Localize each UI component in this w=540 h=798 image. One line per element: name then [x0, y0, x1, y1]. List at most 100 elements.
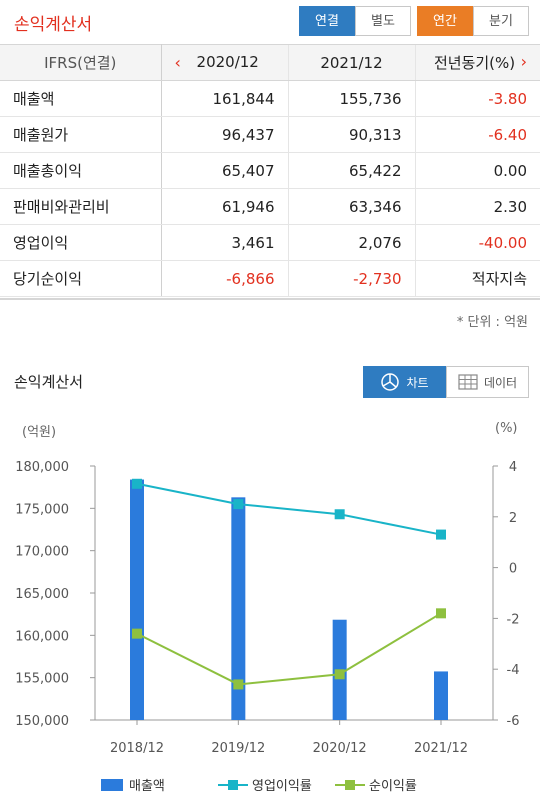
x-axis-tick-label: 2018/12 — [110, 741, 164, 756]
x-axis-tick-label: 2021/12 — [414, 741, 468, 756]
pie-chart-icon — [381, 373, 400, 391]
cell-2021: 2,076 — [287, 224, 415, 261]
basis-label: IFRS(연결) — [0, 44, 162, 81]
cell-2020: 96,437 — [160, 116, 288, 153]
right-axis-tick-label: 0 — [509, 562, 517, 577]
table-header-row: IFRS(연결) ‹ 2020/12 2021/12 전년동기(%) › — [0, 44, 540, 81]
left-axis-tick-label: 175,000 — [15, 502, 69, 517]
cell-yoy: 2.30 — [414, 188, 540, 225]
table-row: 매출액 161,844 155,736 -3.80 — [0, 80, 540, 117]
left-axis-tick-label: 170,000 — [15, 545, 69, 560]
income-chart: 150,000 155,000 160,000 165,000 170,000 175,0… — [15, 460, 520, 756]
column-2020-yoy: 전년동기(%) › — [414, 44, 540, 81]
left-axis-tick-label: 180,000 — [15, 460, 69, 475]
table-bottom-divider — [0, 298, 540, 300]
view-toggle: 차트 데이터 — [363, 366, 529, 398]
x-axis-tick-label: 2019/12 — [211, 741, 265, 756]
cell-2020: -6,866 — [160, 260, 288, 297]
tab-chart[interactable]: 차트 — [363, 366, 446, 398]
cell-2020: 3,461 — [160, 224, 288, 261]
point-net-margin[interactable] — [334, 669, 345, 680]
column-header-yoy: 전년동기(%) — [433, 54, 516, 72]
table-row: 매출총이익 65,407 65,422 0.00 — [0, 152, 540, 189]
legend-label-revenue: 매출액 — [129, 779, 165, 794]
point-net-margin[interactable] — [436, 608, 446, 619]
table-row: 영업이익 3,461 2,076 -40.00 — [0, 224, 540, 261]
table-row: 매출원가 96,437 90,313 -6.40 — [0, 116, 540, 153]
bar-revenue[interactable] — [130, 479, 144, 720]
left-axis-tick-label: 155,000 — [15, 672, 69, 687]
right-axis-tick-label: -4 — [507, 663, 520, 678]
cell-yoy: 적자지속 — [414, 260, 540, 297]
cell-yoy: 0.00 — [414, 152, 540, 189]
page-title: 손익계산서 — [14, 15, 93, 35]
prev-period-arrow-icon[interactable]: ‹ — [174, 53, 181, 72]
unit-note: * 단위 : 억원 — [456, 315, 528, 330]
cell-2020: 65,407 — [160, 152, 288, 189]
consolidation-toggle: 연결 별도 — [299, 6, 411, 36]
right-axis-tick-label: -6 — [507, 714, 520, 729]
right-axis-tick-label: 4 — [509, 460, 517, 475]
next-period-arrow-icon[interactable]: › — [520, 52, 527, 71]
legend-swatch-bar — [101, 778, 123, 791]
cell-yoy: -40.00 — [414, 224, 540, 261]
tab-separate[interactable]: 별도 — [355, 6, 411, 36]
tab-consolidated[interactable]: 연결 — [299, 6, 355, 36]
point-net-margin[interactable] — [233, 679, 244, 690]
cell-2021: 90,313 — [287, 116, 415, 153]
tab-data-label: 데이터 — [483, 375, 518, 390]
table-grid-icon — [458, 374, 478, 390]
point-op-margin[interactable] — [233, 499, 244, 510]
line-net-margin — [136, 612, 442, 686]
x-axis-tick-label: 2020/12 — [313, 741, 367, 756]
legend-label-op-margin: 영업이익률 — [252, 779, 312, 794]
tab-quarterly[interactable]: 분기 — [473, 6, 529, 36]
left-axis-tick-label: 165,000 — [15, 587, 69, 602]
legend-item-net-margin: 순이익률 — [335, 775, 417, 794]
left-axis-unit: (억원) — [22, 425, 57, 440]
row-label: 판매비와관리비 — [0, 188, 162, 225]
tab-annual[interactable]: 연간 — [417, 6, 473, 36]
cell-yoy: -6.40 — [414, 116, 540, 153]
chart-section-title: 손익계산서 — [14, 373, 84, 391]
right-axis-tick-label: -2 — [507, 612, 520, 627]
column-2020: ‹ 2020/12 — [160, 44, 288, 81]
table-body: 매출액 161,844 155,736 -3.80 매출원가 96,437 90,313 -6… — [0, 80, 540, 297]
row-label: 영업이익 — [0, 224, 162, 261]
tab-chart-label: 차트 — [406, 375, 429, 390]
row-label: 매출원가 — [0, 116, 162, 153]
header-bar: 손익계산서 연결 별도 연간 분기 — [0, 0, 540, 44]
legend-item-op-margin: 영업이익률 — [218, 775, 312, 794]
cell-2021: 63,346 — [287, 188, 415, 225]
line-op-margin — [136, 482, 442, 536]
table-row: 판매비와관리비 61,946 63,346 2.30 — [0, 188, 540, 225]
legend-item-revenue: 매출액 — [101, 775, 165, 794]
column-header-2020: 2020/12 — [196, 53, 259, 71]
point-net-margin[interactable] — [132, 628, 142, 639]
table-row: 당기순이익 -6,866 -2,730 적자지속 — [0, 260, 540, 297]
cell-2021: 65,422 — [287, 152, 415, 189]
point-op-margin[interactable] — [132, 478, 142, 489]
cell-2021: -2,730 — [287, 260, 415, 297]
cell-2020: 161,844 — [160, 80, 288, 117]
left-axis-tick-label: 160,000 — [15, 629, 69, 644]
point-op-margin[interactable] — [334, 509, 345, 520]
right-axis-unit: (%) — [495, 421, 518, 436]
cell-2021: 155,736 — [287, 80, 415, 117]
tab-data[interactable]: 데이터 — [446, 366, 529, 398]
chart-legend: 매출액 영업이익률 순이익률 — [0, 772, 540, 796]
bar-revenue[interactable] — [231, 497, 246, 720]
income-statement-table: IFRS(연결) ‹ 2020/12 2021/12 전년동기(%) › 매출액… — [0, 44, 540, 297]
legend-swatch-line-cyan — [218, 779, 248, 790]
row-label: 당기순이익 — [0, 260, 162, 297]
cell-2020: 61,946 — [160, 188, 288, 225]
left-axis-tick-label: 150,000 — [15, 714, 69, 729]
right-axis-tick-label: 2 — [509, 511, 517, 526]
row-label: 매출총이익 — [0, 152, 162, 189]
cell-yoy: -3.80 — [414, 80, 540, 117]
point-op-margin[interactable] — [436, 529, 446, 540]
bar-revenue[interactable] — [434, 671, 448, 720]
legend-swatch-line-green — [335, 779, 365, 790]
legend-label-net-margin: 순이익률 — [369, 779, 417, 794]
column-header-2021: 2021/12 — [287, 44, 415, 81]
